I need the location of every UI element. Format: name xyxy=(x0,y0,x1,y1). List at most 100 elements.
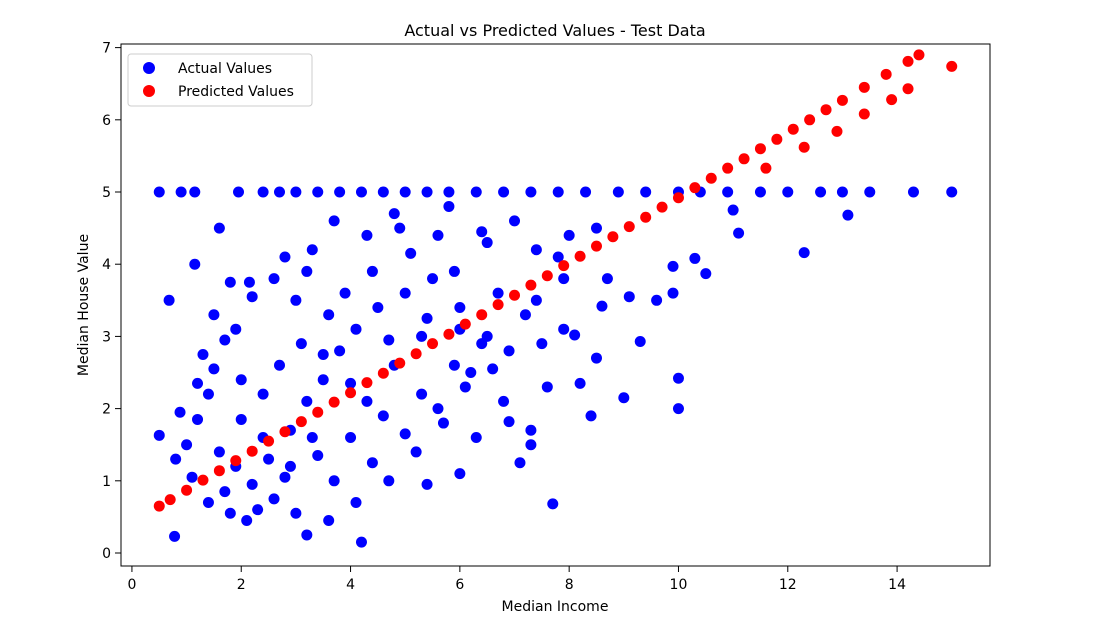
actual-value-point xyxy=(366,457,378,469)
predicted-value-point xyxy=(902,83,914,95)
predicted-value-point xyxy=(858,81,870,93)
actual-value-point xyxy=(465,367,477,379)
actual-value-point xyxy=(416,388,428,400)
actual-value-point xyxy=(274,359,285,371)
predicted-value-point xyxy=(672,192,684,204)
actual-value-point xyxy=(667,287,679,299)
actual-value-point xyxy=(421,478,433,490)
predicted-value-point xyxy=(858,108,870,120)
actual-value-point xyxy=(601,273,613,285)
x-tick-label: 8 xyxy=(565,577,574,593)
actual-value-point xyxy=(257,186,269,198)
actual-value-point xyxy=(153,186,165,198)
actual-value-point xyxy=(569,329,581,341)
actual-value-point xyxy=(224,276,236,288)
actual-value-point xyxy=(377,186,389,198)
legend-marker-actual xyxy=(143,62,155,74)
x-tick-label: 0 xyxy=(127,577,136,593)
predicted-value-point xyxy=(590,240,602,252)
legend-label-predicted: Predicted Values xyxy=(178,84,294,100)
predicted-value-point xyxy=(574,250,586,262)
actual-value-point xyxy=(470,431,482,443)
predicted-value-point xyxy=(394,357,406,369)
actual-value-point xyxy=(243,276,255,288)
x-tick-label: 2 xyxy=(237,577,246,593)
actual-value-point xyxy=(558,323,570,335)
actual-value-point xyxy=(727,204,739,216)
actual-value-point xyxy=(224,507,236,519)
plot-area xyxy=(120,43,991,567)
y-tick-label: 7 xyxy=(102,41,111,57)
actual-value-point xyxy=(672,403,684,415)
actual-value-point xyxy=(782,186,794,198)
actual-value-point xyxy=(427,273,439,285)
actual-value-point xyxy=(241,515,253,527)
actual-value-point xyxy=(213,222,225,234)
predicted-value-point xyxy=(798,141,810,153)
actual-value-point xyxy=(230,323,242,335)
actual-value-point xyxy=(366,265,378,277)
actual-value-point xyxy=(836,186,848,198)
actual-value-point xyxy=(498,395,510,407)
actual-value-point xyxy=(563,229,575,241)
actual-value-point xyxy=(416,330,428,342)
actual-value-point xyxy=(290,186,302,198)
predicted-value-point xyxy=(197,474,209,486)
actual-value-point xyxy=(257,388,269,400)
actual-value-point xyxy=(175,186,187,198)
actual-value-point xyxy=(323,309,335,321)
actual-value-point xyxy=(459,381,471,393)
actual-value-point xyxy=(547,498,559,510)
actual-value-point xyxy=(443,200,455,212)
actual-value-point xyxy=(552,251,564,263)
y-tick-label: 2 xyxy=(102,402,111,418)
actual-value-point xyxy=(481,237,493,249)
predicted-value-point xyxy=(345,387,357,399)
actual-value-point xyxy=(339,287,351,299)
actual-value-point xyxy=(798,247,810,259)
actual-value-point xyxy=(530,294,542,306)
predicted-value-point xyxy=(181,484,193,496)
actual-value-point xyxy=(388,208,400,220)
actual-value-point xyxy=(405,247,417,259)
predicted-value-point xyxy=(312,406,324,418)
predicted-value-point xyxy=(836,94,848,106)
actual-value-point xyxy=(454,302,466,314)
actual-value-point xyxy=(514,457,526,469)
actual-value-point xyxy=(345,377,357,389)
actual-value-point xyxy=(618,392,630,404)
actual-value-point xyxy=(334,186,346,198)
x-tick-label: 12 xyxy=(779,577,797,593)
actual-value-point xyxy=(394,222,406,234)
actual-value-point xyxy=(536,338,548,350)
actual-value-point xyxy=(672,372,684,384)
actual-value-point xyxy=(163,294,175,306)
predicted-value-point xyxy=(476,309,488,321)
x-axis-label: Median Income xyxy=(502,599,609,615)
y-tick-label: 1 xyxy=(102,474,111,490)
actual-value-point xyxy=(279,471,291,483)
actual-value-point xyxy=(301,529,313,541)
predicted-value-point xyxy=(541,270,553,282)
actual-value-point xyxy=(574,377,586,389)
actual-value-point xyxy=(432,229,444,241)
actual-value-point xyxy=(481,330,493,342)
actual-value-point xyxy=(317,374,329,386)
predicted-value-point xyxy=(295,416,307,428)
predicted-value-point xyxy=(377,367,389,379)
predicted-value-point xyxy=(689,182,701,194)
actual-value-point xyxy=(181,439,193,451)
y-tick-label: 6 xyxy=(102,113,111,129)
actual-value-point xyxy=(530,244,542,256)
predicted-value-point xyxy=(771,133,783,145)
actual-value-point xyxy=(519,309,531,321)
y-tick-label: 4 xyxy=(102,257,111,273)
predicted-value-point xyxy=(705,172,717,184)
actual-value-point xyxy=(233,186,245,198)
actual-value-point xyxy=(246,478,258,490)
actual-value-point xyxy=(541,381,553,393)
actual-value-point xyxy=(169,530,181,542)
plot-frame xyxy=(120,43,991,567)
actual-value-point xyxy=(585,410,597,422)
predicted-value-point xyxy=(913,49,925,61)
